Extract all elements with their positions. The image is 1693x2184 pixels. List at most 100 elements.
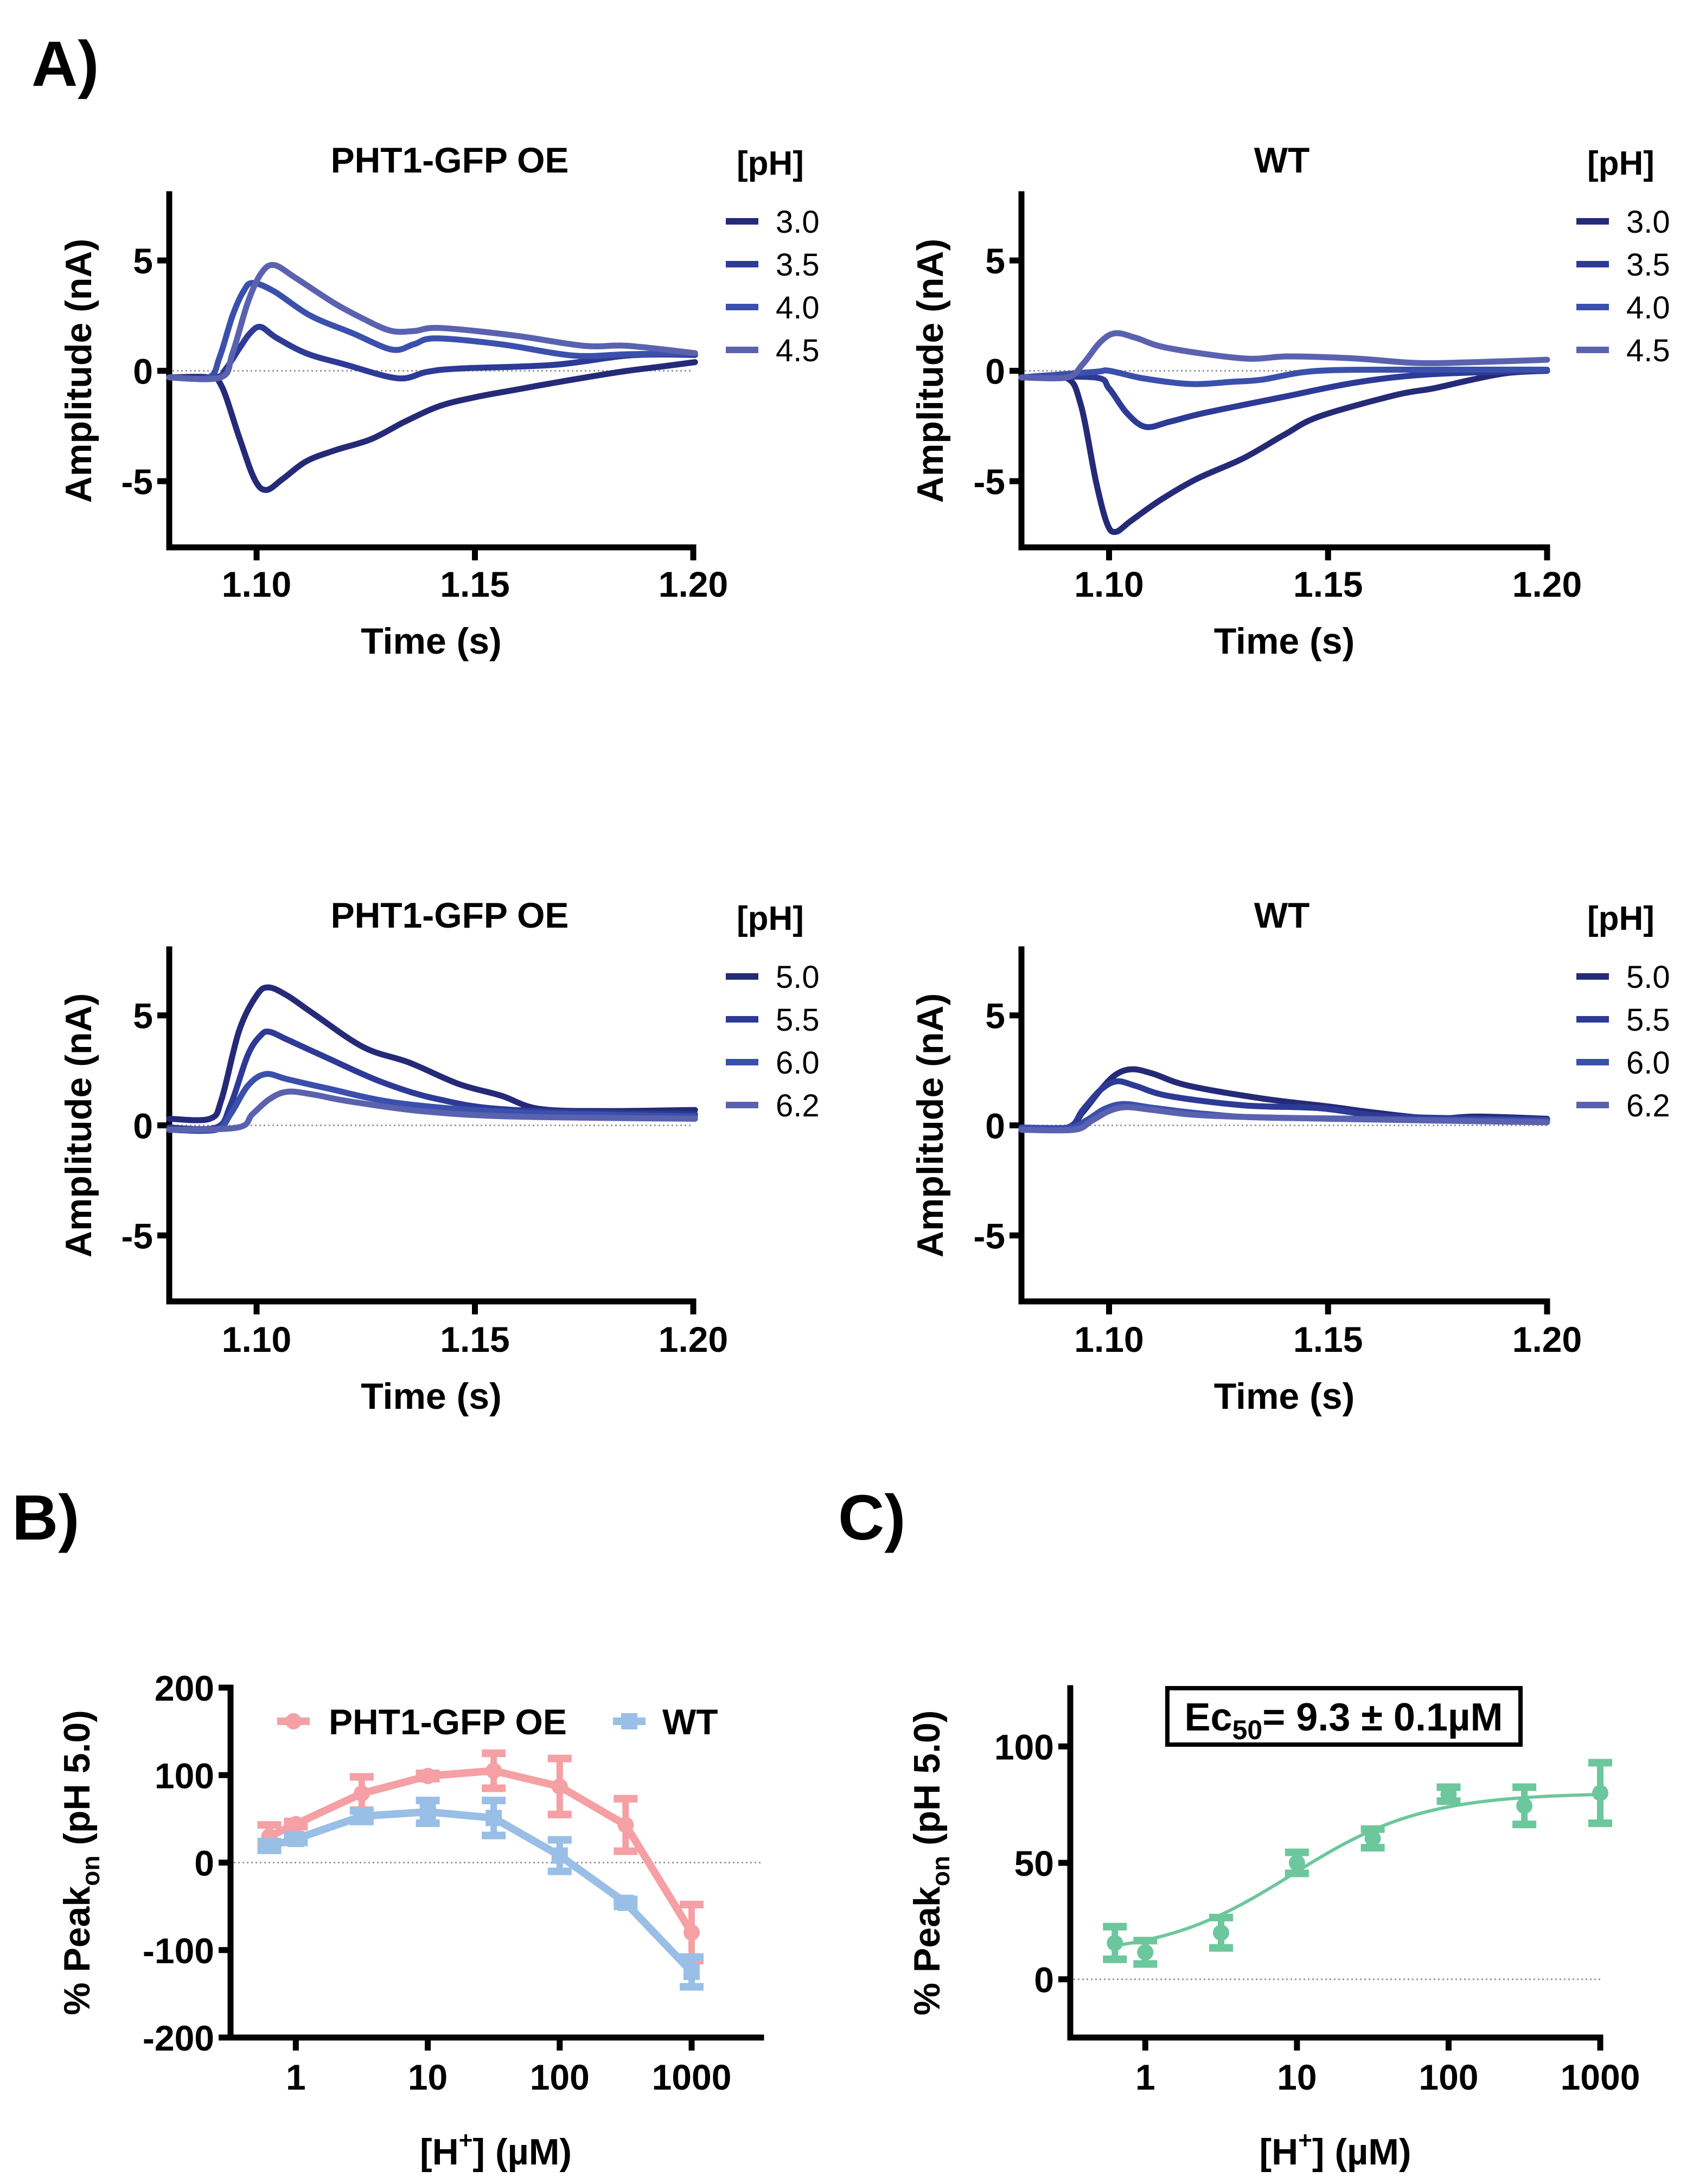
y-tick-label: 0: [133, 352, 153, 392]
x-tick-label: 100: [530, 2057, 590, 2097]
data-point: [1440, 1786, 1457, 1803]
legend-label: 3.5: [1626, 247, 1670, 283]
trace-ph-4-5: [1018, 330, 1550, 382]
y-axis-label: Amplitude (nA): [910, 993, 951, 1257]
panel-title: WT: [1254, 140, 1310, 180]
ec50-value: = 9.3 ± 0.1µM: [1262, 1696, 1503, 1739]
legend: [pH] 5.0 5.5 6.0 6.2: [726, 900, 820, 1123]
legend-title: [pH]: [737, 900, 804, 937]
legend-label: 3.0: [1626, 205, 1670, 240]
x-tick-label: 1.10: [222, 564, 291, 604]
y-axis-label: % Peakon (pH 5.0): [56, 1710, 105, 2015]
x-axis-label-sup: +: [1298, 2127, 1312, 2154]
y-tick-label: 0: [1034, 1960, 1054, 2000]
y-tick-label: 200: [155, 1668, 214, 1708]
x-axis-label: [H+] (µM): [1259, 2127, 1411, 2173]
legend-label: 6.0: [776, 1045, 820, 1081]
x-tick-label: 10: [408, 2057, 448, 2097]
x-tick-label: 1.15: [440, 1319, 509, 1359]
legend-label: 4.5: [776, 333, 820, 368]
legend-label: 3.5: [776, 247, 820, 283]
x-axis-label-main: [H: [1259, 2131, 1298, 2173]
x-tick-label: 1.20: [1512, 564, 1582, 604]
series-pht1-gfp-oe: [257, 1749, 704, 1965]
data-point: [353, 1785, 370, 1802]
x-axis-label: Time (s): [361, 621, 501, 662]
data-point: [1516, 1797, 1533, 1814]
x-tick-label: 1.10: [1074, 1319, 1143, 1359]
data-point: [617, 1894, 634, 1911]
legend-label: 6.2: [1626, 1088, 1670, 1123]
legend-title: [pH]: [737, 145, 804, 182]
panel-title: WT: [1254, 895, 1310, 935]
trace-ph-6-2: [1018, 1104, 1550, 1134]
x-tick-label: 1.20: [1512, 1319, 1582, 1359]
x-axis-label-main: [H: [420, 2131, 459, 2173]
data-point: [419, 1767, 436, 1784]
x-tick-label: 1.10: [222, 1319, 291, 1359]
data-point: [1364, 1830, 1381, 1847]
legend-title: [pH]: [1587, 145, 1654, 182]
legend: [pH] 3.0 3.5 4.0 4.5: [1576, 145, 1670, 368]
chart-a2: 5 0 -5 1.10 1.15 1.20 Time (s) Amplitude (nA) WT…: [910, 140, 1670, 662]
y-tick-label: 0: [133, 1106, 153, 1146]
x-axis-label: Time (s): [1214, 1376, 1355, 1417]
y-axis-label: Amplitude (nA): [910, 239, 951, 503]
y-axis-label-rest: (pH 5.0): [56, 1710, 98, 1855]
y-tick-label: 0: [194, 1843, 214, 1883]
data-point: [1288, 1855, 1305, 1871]
legend-label: 5.5: [776, 1002, 820, 1038]
data-point: [288, 1830, 304, 1847]
y-tick-label: -5: [973, 1216, 1005, 1256]
legend-label: 4.5: [1626, 333, 1670, 368]
chart-a4: 5 0 -5 1.10 1.15 1.20 Time (s) Amplitude (nA) WT…: [910, 895, 1670, 1417]
ec50-box: [1165, 1686, 1523, 1747]
legend-marker: [285, 1713, 302, 1729]
y-tick-label: -5: [121, 1216, 153, 1256]
legend-title: [pH]: [1587, 900, 1654, 937]
x-axis-label-rest: ] (µM): [472, 2131, 572, 2173]
data-point: [485, 1762, 502, 1779]
panel-label-b: B): [12, 1482, 80, 1554]
y-axis-label-main: % Peak: [906, 1886, 948, 2015]
x-tick-label: 1.15: [440, 564, 509, 604]
chart-a1: 5 0 -5 1.10 1.15 1.20 Time (s) Amplitude (nA) PH…: [58, 140, 820, 662]
data-point: [288, 1816, 304, 1832]
trace-ph-6-0: [166, 1071, 698, 1134]
y-tick-label: -5: [121, 462, 153, 502]
data-point: [683, 1964, 700, 1981]
y-axis-label-main: % Peak: [56, 1886, 98, 2015]
chart-c: 100 50 0 1 10 100 1000 [H+] (µM) % Peakon (pH 5.…: [906, 1685, 1640, 2173]
x-tick-label: 1.20: [659, 564, 728, 604]
x-axis-label: [H+] (µM): [420, 2127, 572, 2173]
legend-label: PHT1-GFP OE: [329, 1702, 567, 1742]
data-point: [1592, 1785, 1608, 1802]
legend-label: 4.0: [1626, 290, 1670, 325]
fit-curve: [1114, 1792, 1601, 1947]
legend-label: 3.0: [776, 205, 820, 240]
trace-ph-3-0: [166, 359, 698, 493]
y-tick-label: 100: [155, 1755, 214, 1796]
y-axis-label-sub: on: [76, 1855, 105, 1886]
legend-label: 4.0: [776, 290, 820, 325]
y-tick-label: 0: [985, 352, 1005, 392]
y-axis-label-rest: (pH 5.0): [906, 1710, 948, 1856]
y-tick-label: -5: [973, 462, 1005, 502]
y-tick-label: 0: [985, 1106, 1005, 1146]
data-point: [551, 1847, 568, 1864]
legend-label: WT: [662, 1702, 718, 1742]
x-tick-label: 100: [1419, 2057, 1478, 2097]
ec50-text: Ec50= 9.3 ± 0.1µM: [1185, 1696, 1503, 1745]
x-axis-label: Time (s): [1214, 621, 1355, 662]
ec50-sub: 50: [1232, 1715, 1263, 1745]
y-tick-label: 5: [985, 996, 1005, 1036]
data-point: [683, 1924, 700, 1941]
y-tick-label: -200: [143, 2018, 214, 2058]
y-axis-label: % Peakon (pH 5.0): [906, 1710, 955, 2016]
x-axis-label: Time (s): [361, 1376, 501, 1417]
y-axis-label: Amplitude (nA): [58, 239, 99, 503]
legend: [pH] 3.0 3.5 4.0 4.5: [726, 145, 820, 368]
ec50-prefix: Ec: [1185, 1696, 1232, 1739]
